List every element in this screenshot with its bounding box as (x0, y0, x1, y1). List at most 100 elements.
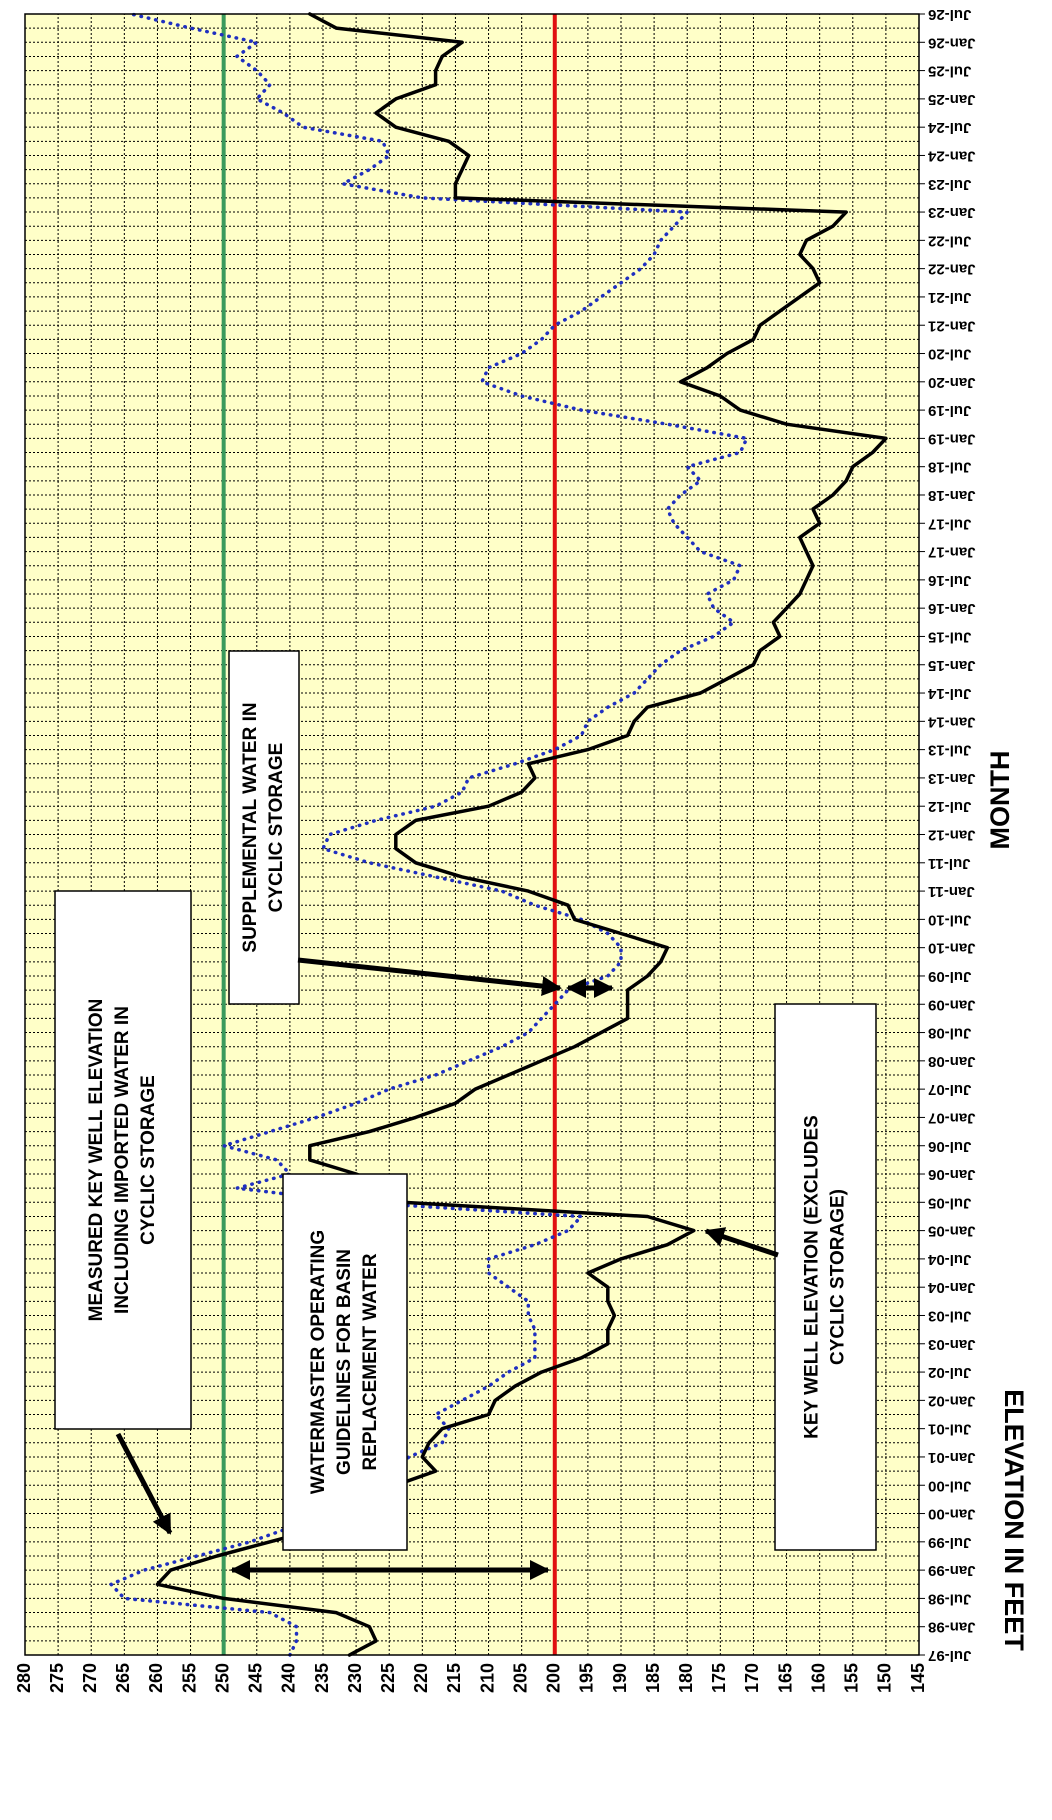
y-tick-label: 180 (676, 1663, 696, 1693)
x-tick-label: Jul-16 (928, 572, 971, 589)
y-tick-label: 165 (775, 1663, 795, 1693)
x-tick-label: Jan-99 (928, 1562, 976, 1579)
x-tick-label: Jan-12 (928, 827, 976, 844)
x-tick-label: Jan-05 (928, 1223, 976, 1240)
y-tick-label: 255 (179, 1663, 199, 1693)
y-tick-label: 175 (709, 1663, 729, 1693)
annotation-text: CYCLIC STORAGE (138, 1075, 159, 1245)
x-tick-label: Jan-21 (928, 317, 976, 334)
x-tick-label: Jul-22 (928, 232, 971, 249)
plot-border (24, 13, 920, 1656)
x-tick-label: Jul-97 (928, 1647, 971, 1664)
plot-area (25, 14, 919, 1655)
x-tick-label: Jul-15 (928, 628, 971, 645)
y-tick-label: 150 (875, 1663, 895, 1693)
dotted-line (109, 12, 749, 1657)
annotation-text: GUIDELINES FOR BASIN (334, 1249, 355, 1475)
x-tick-label: Jan-00 (928, 1506, 976, 1523)
x-tick-label: Jan-24 (927, 147, 975, 164)
x-tick-label: Jul-10 (928, 911, 971, 928)
annotation-arrow (704, 1227, 779, 1258)
x-tick-label: Jul-17 (928, 515, 971, 532)
x-tick-label: Jan-04 (927, 1279, 975, 1296)
x-tick-label: Jul-98 (928, 1590, 971, 1607)
y-tick-label: 250 (212, 1663, 232, 1693)
solid-line (155, 12, 888, 1657)
y-tick-label: 275 (47, 1663, 67, 1693)
x-tick-label: Jan-19 (928, 430, 976, 447)
annotation-box (54, 890, 192, 1430)
x-tick-label: Jul-04 (927, 1251, 971, 1268)
x-tick-label: Jan-09 (928, 996, 976, 1013)
x-tick-label: Jul-18 (928, 459, 971, 476)
x-tick-label: Jan-18 (928, 487, 976, 504)
x-tick-label: Jul-08 (928, 1025, 971, 1042)
y-axis-title: ELEVATION IN FEET (999, 1389, 1029, 1651)
y-tick-label: 195 (577, 1663, 597, 1693)
y-tick-label: 155 (842, 1663, 862, 1693)
x-tick-label: Jul-13 (928, 742, 971, 759)
y-tick-label: 260 (146, 1663, 166, 1693)
x-tick-label: Jan-13 (928, 770, 976, 787)
y-tick-label: 245 (246, 1663, 266, 1693)
x-tick-label: Jan-22 (928, 261, 976, 278)
x-tick-label: Jan-11 (928, 883, 975, 900)
y-tick-label: 190 (610, 1663, 630, 1693)
y-tick-label: 200 (544, 1663, 564, 1693)
annotation-text: INCLUDING IMPORTED WATER IN (112, 1006, 133, 1314)
y-tick-label: 265 (113, 1663, 133, 1693)
y-tick-label: 210 (477, 1663, 497, 1693)
y-tick-label: 170 (742, 1663, 762, 1693)
x-tick-label: Jul-01 (928, 1421, 971, 1438)
x-tick-label: Jan-08 (928, 1053, 976, 1070)
x-tick-label: Jan-14 (927, 713, 975, 730)
x-tick-label: Jul-00 (928, 1477, 971, 1494)
x-tick-label: Jan-25 (928, 91, 976, 108)
x-axis-title: MONTH (985, 751, 1015, 850)
x-tick-label: Jul-99 (928, 1534, 971, 1551)
y-tick-label: 160 (808, 1663, 828, 1693)
x-tick-label: Jan-07 (928, 1109, 976, 1126)
x-tick-label: Jan-03 (928, 1336, 976, 1353)
x-tick-label: Jul-25 (928, 63, 971, 80)
annotation-text: REPLACEMENT WATER (360, 1253, 381, 1470)
annotation-arrow (297, 957, 562, 997)
x-tick-label: Jan-06 (928, 1166, 976, 1183)
annotation-text: SUPPLEMENTAL WATER IN (240, 702, 261, 952)
y-tick-label: 225 (378, 1663, 398, 1693)
x-tick-label: Jul-20 (928, 346, 971, 363)
x-tick-label: Jan-01 (928, 1449, 976, 1466)
y-tick-label: 235 (312, 1663, 332, 1693)
y-tick-label: 205 (510, 1663, 530, 1693)
x-tick-label: Jul-14 (927, 685, 971, 702)
x-tick-label: Jul-21 (928, 289, 971, 306)
annotation-text: MEASURED KEY WELL ELEVATION (86, 999, 107, 1322)
x-tick-label: Jul-05 (928, 1194, 971, 1211)
y-tick-label: 185 (643, 1663, 663, 1693)
x-tick-label: Jan-10 (928, 940, 976, 957)
x-tick-label: Jul-07 (928, 1081, 971, 1098)
x-tick-label: Jul-11 (928, 855, 971, 872)
x-tick-label: Jan-16 (928, 600, 976, 617)
annotation-arrow (115, 1432, 173, 1535)
annotation-box (228, 650, 300, 1005)
y-tick-label: 230 (345, 1663, 365, 1693)
x-tick-label: Jul-19 (928, 402, 971, 419)
x-tick-label: Jan-20 (928, 374, 976, 391)
y-tick-label: 215 (444, 1663, 464, 1693)
x-tick-label: Jul-26 (928, 6, 971, 23)
x-tick-label: Jul-23 (928, 176, 971, 193)
annotation-box (282, 1173, 408, 1551)
x-tick-label: Jan-23 (928, 204, 976, 221)
x-tick-label: Jan-15 (928, 657, 976, 674)
y-tick-label: 240 (279, 1663, 299, 1693)
x-tick-label: Jul-24 (927, 119, 971, 136)
x-tick-label: Jul-02 (928, 1364, 971, 1381)
y-tick-label: 270 (80, 1663, 100, 1693)
x-tick-label: Jan-26 (928, 34, 976, 51)
x-tick-label: Jul-09 (928, 968, 971, 985)
x-tick-label: Jan-02 (928, 1392, 976, 1409)
rotated-chart: MONTH ELEVATION IN FEET 145 150 155 160 165 1… (14, 6, 1029, 1693)
